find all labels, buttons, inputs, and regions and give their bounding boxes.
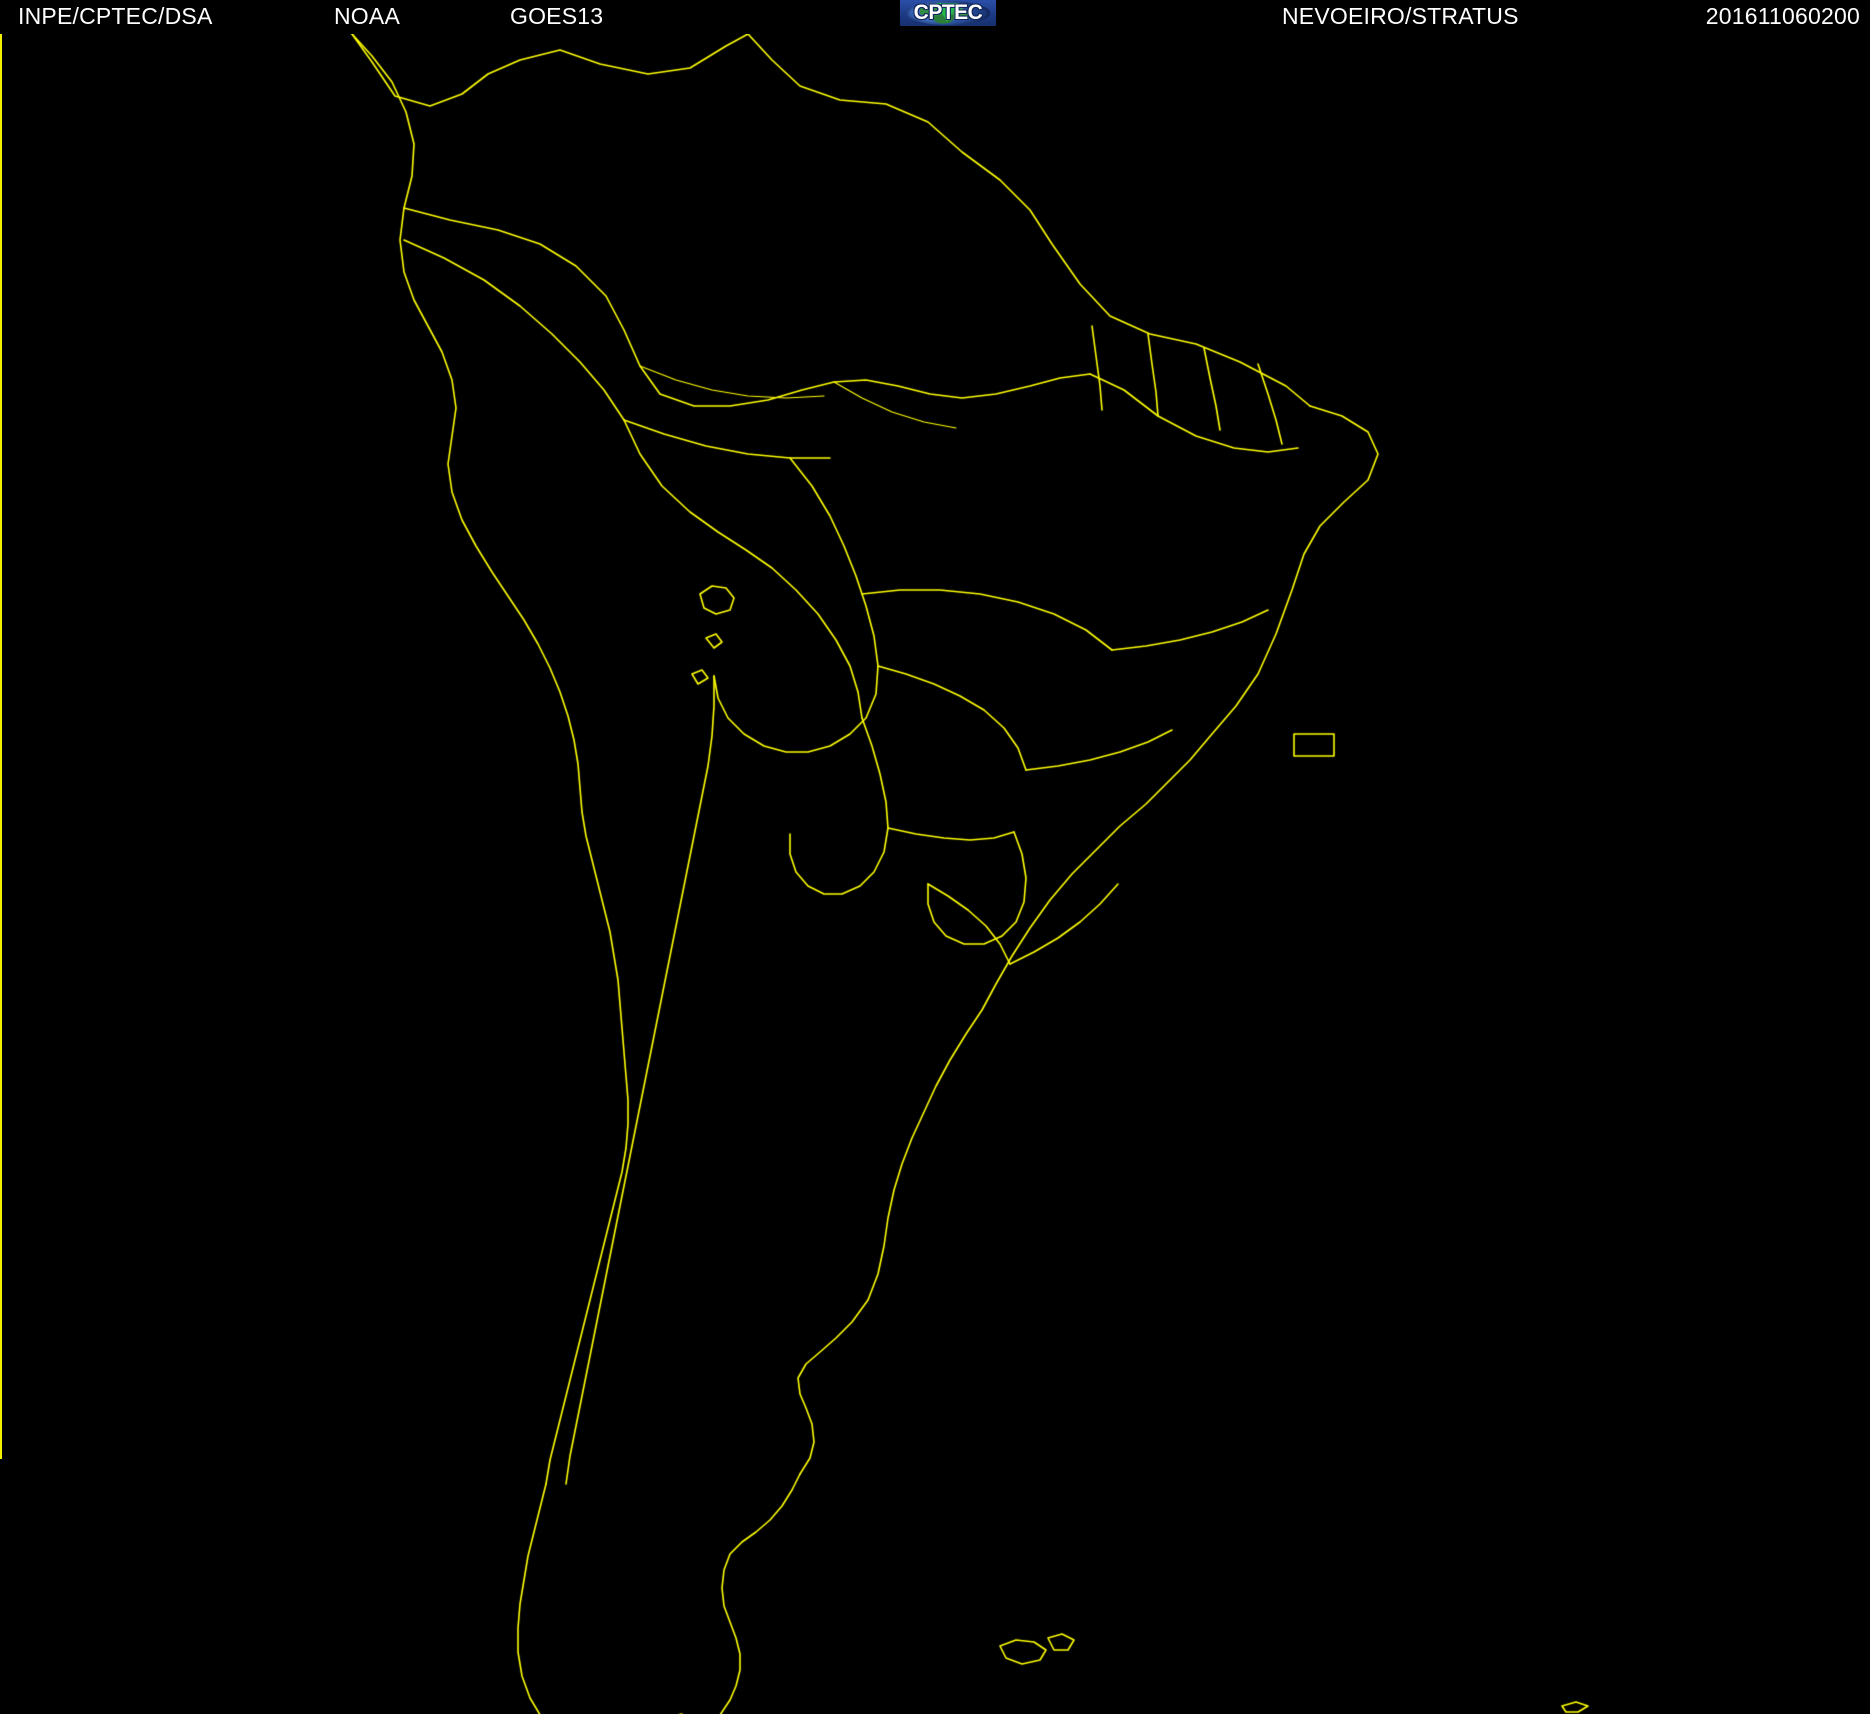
cptec-logo: CPTEC [900, 0, 996, 26]
header-product-label: NEVOEIRO/STRATUS [1282, 3, 1519, 29]
left-frame-line [0, 34, 2, 1459]
green-triangle-icon [936, 3, 958, 22]
header-satellite-operator-label: NOAA [334, 3, 400, 29]
cptec-wordmark: CPTEC [913, 1, 983, 24]
satellite-image-panel [0, 34, 1870, 1714]
header-timestamp-label: 201611060200 [1705, 3, 1860, 29]
header-agency-label: INPE/CPTEC/DSA [18, 3, 213, 29]
header-satellite-label: GOES13 [510, 3, 604, 29]
satellite-image-canvas [0, 34, 1870, 1714]
header-bar: INPE/CPTEC/DSA NOAA GOES13 CPTEC NEVOEIR… [0, 0, 1870, 34]
